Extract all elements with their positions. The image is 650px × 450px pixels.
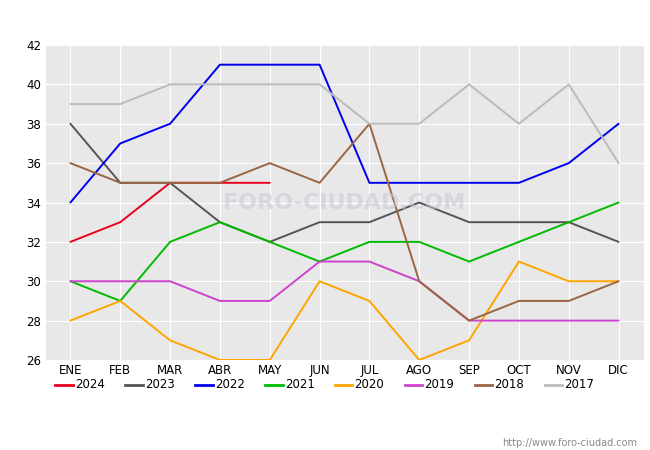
- Text: 2021: 2021: [285, 378, 315, 391]
- Text: 2017: 2017: [564, 378, 594, 391]
- Text: 2020: 2020: [354, 378, 384, 391]
- Text: 2022: 2022: [214, 378, 244, 391]
- Text: FORO-CIUDAD.COM: FORO-CIUDAD.COM: [224, 193, 465, 212]
- Text: http://www.foro-ciudad.com: http://www.foro-ciudad.com: [502, 438, 637, 448]
- Text: 2023: 2023: [145, 378, 175, 391]
- Text: 2019: 2019: [424, 378, 454, 391]
- Text: Afiliados en Roda de Eresma a 31/5/2024: Afiliados en Roda de Eresma a 31/5/2024: [154, 11, 496, 29]
- Text: 2018: 2018: [494, 378, 524, 391]
- Text: 2024: 2024: [75, 378, 105, 391]
